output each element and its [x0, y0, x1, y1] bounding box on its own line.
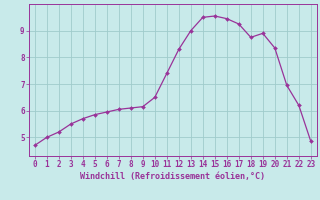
- X-axis label: Windchill (Refroidissement éolien,°C): Windchill (Refroidissement éolien,°C): [80, 172, 265, 181]
